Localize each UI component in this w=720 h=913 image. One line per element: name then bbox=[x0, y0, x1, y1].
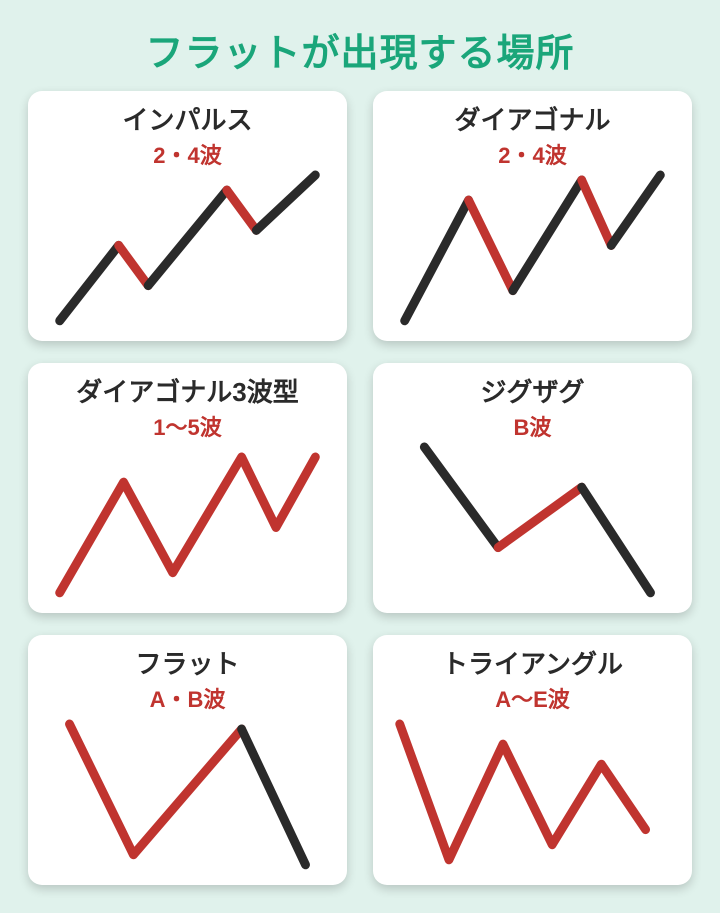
chart-flat bbox=[40, 714, 335, 875]
card-subtitle: A〜E波 bbox=[385, 682, 680, 714]
card-flat: フラット A・B波 bbox=[28, 635, 347, 885]
card-subtitle: A・B波 bbox=[40, 682, 335, 714]
card-title: フラット bbox=[40, 649, 335, 680]
card-grid: インパルス 2・4波 ダイアゴナル 2・4波 ダイアゴナル3波型 1〜5波 ジグ… bbox=[0, 91, 720, 913]
chart-triangle bbox=[385, 714, 680, 875]
page-title: フラットが出現する場所 bbox=[0, 0, 720, 91]
line-chart bbox=[385, 714, 680, 875]
card-title: ジグザグ bbox=[385, 377, 680, 408]
line-chart bbox=[385, 170, 680, 331]
card-title: ダイアゴナル bbox=[385, 105, 680, 136]
card-diagonal3: ダイアゴナル3波型 1〜5波 bbox=[28, 363, 347, 613]
card-subtitle: 2・4波 bbox=[40, 138, 335, 170]
line-chart bbox=[385, 442, 680, 603]
card-zigzag: ジグザグ B波 bbox=[373, 363, 692, 613]
card-title: インパルス bbox=[40, 105, 335, 136]
card-subtitle: B波 bbox=[385, 410, 680, 442]
chart-diagonal3 bbox=[40, 442, 335, 603]
line-chart bbox=[40, 170, 335, 331]
card-impulse: インパルス 2・4波 bbox=[28, 91, 347, 341]
card-subtitle: 2・4波 bbox=[385, 138, 680, 170]
card-title: ダイアゴナル3波型 bbox=[40, 377, 335, 408]
chart-impulse bbox=[40, 170, 335, 331]
line-chart bbox=[40, 442, 335, 603]
chart-diagonal bbox=[385, 170, 680, 331]
card-diagonal: ダイアゴナル 2・4波 bbox=[373, 91, 692, 341]
chart-zigzag bbox=[385, 442, 680, 603]
card-triangle: トライアングル A〜E波 bbox=[373, 635, 692, 885]
line-chart bbox=[40, 714, 335, 875]
card-subtitle: 1〜5波 bbox=[40, 410, 335, 442]
card-title: トライアングル bbox=[385, 649, 680, 680]
